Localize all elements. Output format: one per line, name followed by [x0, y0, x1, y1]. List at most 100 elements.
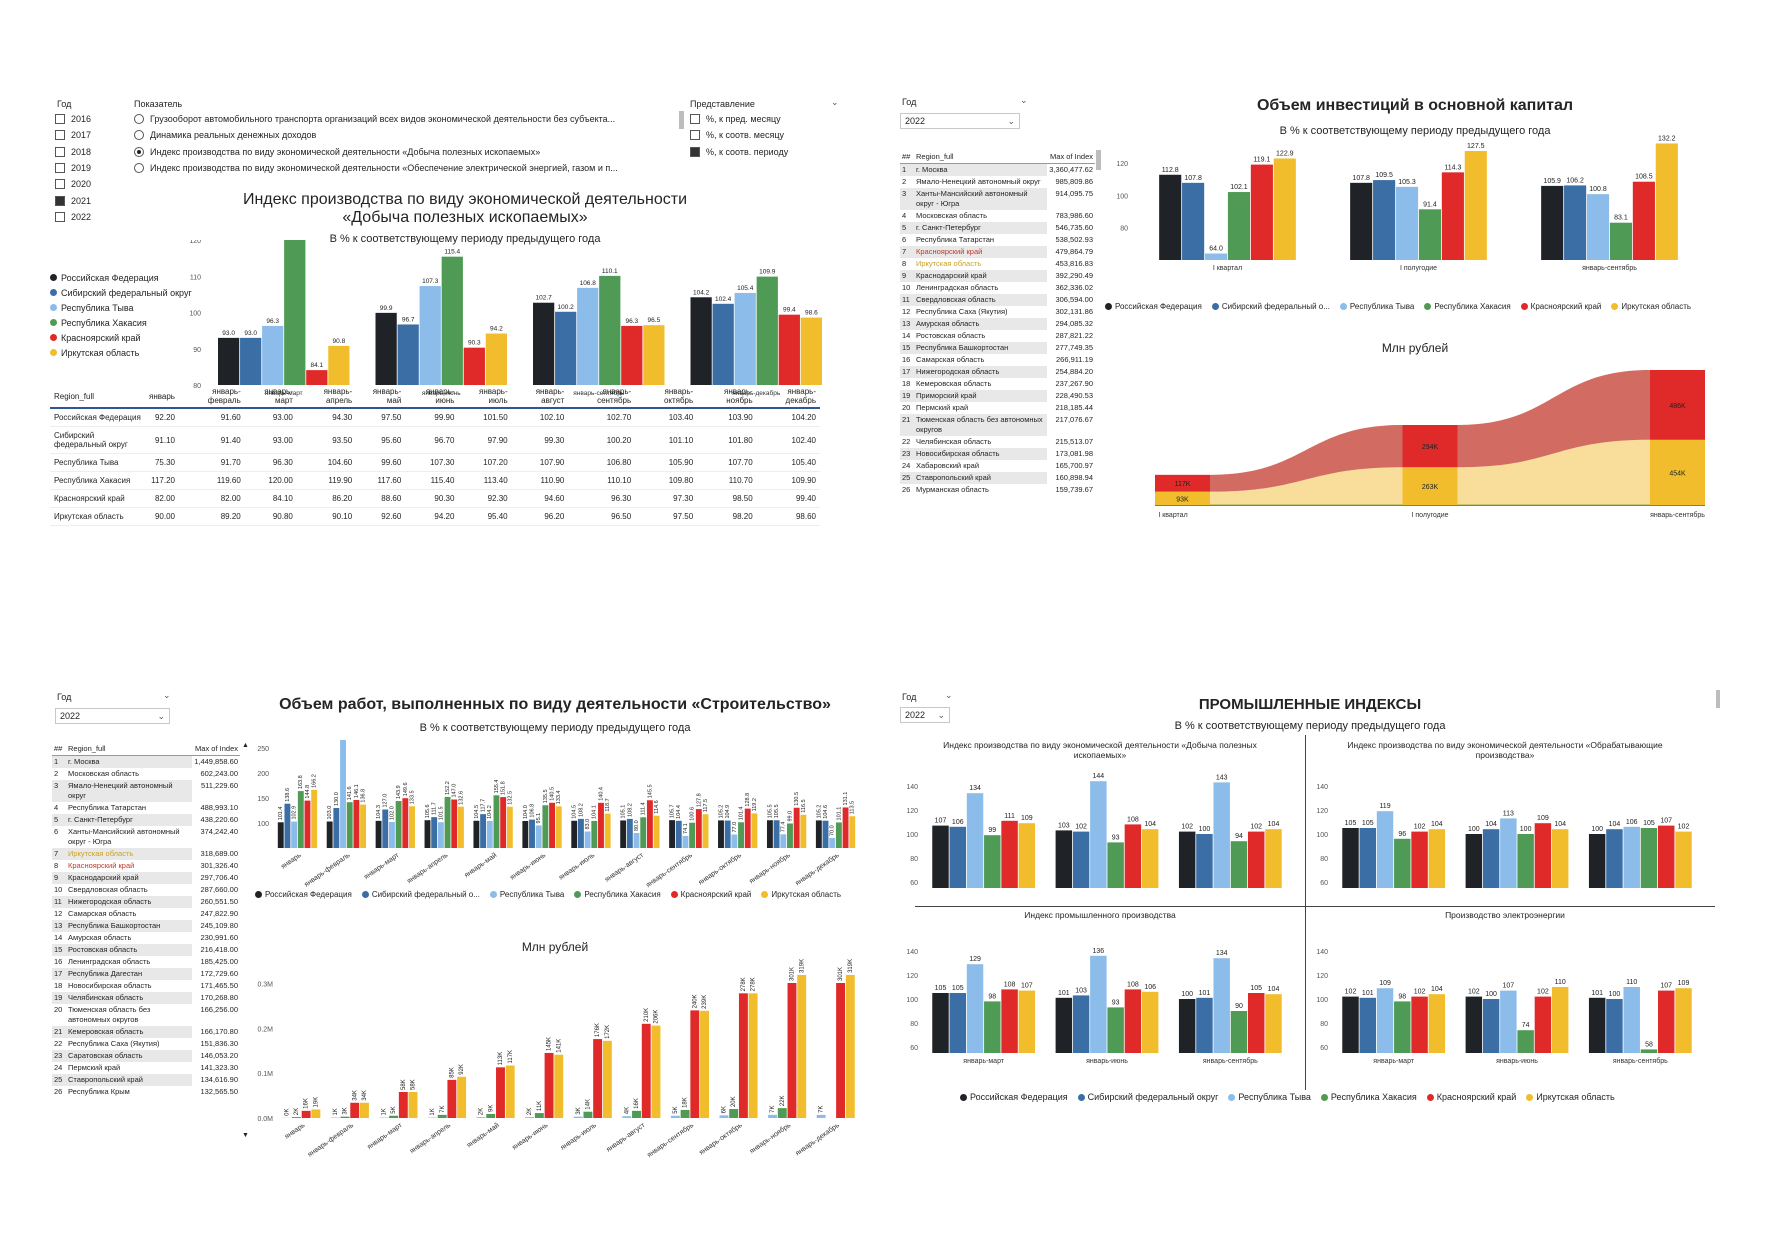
- checkbox-icon[interactable]: [690, 114, 700, 125]
- rank-row[interactable]: 18 Новосибирская область 171,465.50: [52, 980, 240, 992]
- rank-row[interactable]: 3 Ямало-Ненецкий автономный округ 511,229.…: [52, 780, 240, 802]
- rank-row[interactable]: 13 Республика Башкортостан 245,109.80: [52, 920, 240, 932]
- checkbox-icon[interactable]: [690, 130, 700, 141]
- legend-item[interactable]: Республика Хакасия: [50, 315, 192, 330]
- rank-row[interactable]: 5 г. Санкт-Петербург 438,220.60: [52, 814, 240, 826]
- year-option[interactable]: 2022: [55, 209, 91, 225]
- legend-item[interactable]: Российская Федерация: [1105, 302, 1202, 311]
- rank-row[interactable]: 1 г. Москва 1,449,858.60: [52, 755, 240, 768]
- rank-row[interactable]: 12 Республика Саха (Якутия) 302,131.86: [900, 306, 1095, 318]
- column-header[interactable]: январь-апрель: [296, 385, 357, 409]
- year-option[interactable]: 2019: [55, 160, 91, 176]
- legend-item[interactable]: Республика Хакасия: [1424, 302, 1511, 311]
- legend-item[interactable]: Красноярский край: [670, 890, 751, 899]
- rank-column-header[interactable]: Region_full: [66, 742, 193, 756]
- legend-item[interactable]: Республика Тыва: [1228, 1092, 1311, 1102]
- legend-item[interactable]: Красноярский край: [1426, 1092, 1516, 1102]
- checkbox-icon[interactable]: [55, 211, 65, 222]
- rank-row[interactable]: 7 Иркутская область 318,689.00: [52, 848, 240, 860]
- scrollbar[interactable]: [1716, 690, 1720, 708]
- column-header[interactable]: январь-июнь: [405, 385, 459, 409]
- view-option[interactable]: %, к соотв. периоду: [690, 144, 788, 160]
- rank-row[interactable]: 6 Республика Татарстан 538,502.93: [900, 234, 1095, 246]
- rank-row[interactable]: 16 Самарская область 266,911.19: [900, 354, 1095, 366]
- column-header[interactable]: январь-октябрь: [635, 385, 698, 409]
- rank-row[interactable]: 17 Республика Дагестан 172,729.60: [52, 968, 240, 980]
- year-dropdown[interactable]: 2022 ⌄: [55, 708, 170, 724]
- rank-column-header[interactable]: Region_full: [914, 150, 1048, 164]
- column-header[interactable]: январь-август: [511, 385, 569, 409]
- legend-item[interactable]: Иркутская область: [1526, 1092, 1615, 1102]
- rank-row[interactable]: 17 Нижегородская область 254,884.20: [900, 366, 1095, 378]
- indicator-scrollbar[interactable]: [679, 111, 684, 129]
- year-option[interactable]: 2018: [55, 144, 91, 160]
- rank-row[interactable]: 26 Республика Крым 132,565.50: [52, 1086, 240, 1098]
- radio-icon[interactable]: [134, 114, 144, 125]
- column-header[interactable]: январь-февраль: [178, 385, 245, 409]
- year-option[interactable]: 2016: [55, 111, 91, 127]
- rank-row[interactable]: 10 Свердловская область 287,660.00: [52, 884, 240, 896]
- indicator-option[interactable]: Индекс производства по виду экономическо…: [134, 144, 674, 160]
- rank-row[interactable]: 15 Ростовская область 216,418.00: [52, 944, 240, 956]
- legend-item[interactable]: Республика Тыва: [1339, 302, 1414, 311]
- view-option[interactable]: %, к соотв. месяцу: [690, 127, 788, 143]
- rank-row[interactable]: 22 Челябинская область 215,513.07: [900, 436, 1095, 448]
- view-option[interactable]: %, к пред. месяцу: [690, 111, 788, 127]
- rank-row[interactable]: 24 Хабаровский край 165,700.97: [900, 460, 1095, 472]
- rank-row[interactable]: 23 Новосибирская область 173,081.98: [900, 448, 1095, 460]
- year-chevron-down-icon[interactable]: ⌄: [945, 690, 953, 700]
- rank-row[interactable]: 19 Челябинская область 170,268.80: [52, 992, 240, 1004]
- legend-item[interactable]: Сибирский федеральный округ: [1077, 1092, 1218, 1102]
- rank-row[interactable]: 9 Краснодарский край 392,290.49: [900, 270, 1095, 282]
- rank-scrollbar-up-icon[interactable]: ▲: [242, 742, 249, 749]
- rank-row[interactable]: 16 Ленинградская область 185,425.00: [52, 956, 240, 968]
- legend-item[interactable]: Республика Хакасия: [1320, 1092, 1417, 1102]
- indicator-option[interactable]: Динамика реальных денежных доходов: [134, 127, 674, 143]
- rank-row[interactable]: 11 Нижегородская область 260,551.50: [52, 896, 240, 908]
- checkbox-icon[interactable]: [55, 163, 65, 174]
- rank-row[interactable]: 25 Ставропольский край 160,898.94: [900, 472, 1095, 484]
- year-option[interactable]: 2017: [55, 127, 91, 143]
- year-dropdown[interactable]: 2022 ⌄: [900, 113, 1020, 129]
- year-option[interactable]: 2020: [55, 176, 91, 192]
- legend-item[interactable]: Республика Тыва: [50, 300, 192, 315]
- year-option[interactable]: 2021: [55, 192, 91, 208]
- column-header[interactable]: январь-декабрь: [756, 385, 820, 409]
- rank-row[interactable]: 3 Ханты-Мансийский автономный округ - Югр…: [900, 188, 1095, 210]
- legend-item[interactable]: Красноярский край: [50, 330, 192, 345]
- rank-row[interactable]: 10 Ленинградская область 362,336.02: [900, 282, 1095, 294]
- rank-row[interactable]: 14 Амурская область 230,991.60: [52, 932, 240, 944]
- rank-column-header[interactable]: Max of Index: [1047, 150, 1095, 164]
- column-header[interactable]: январь-май: [356, 385, 406, 409]
- rank-row[interactable]: 1 г. Москва 3,360,477.62: [900, 163, 1095, 176]
- rank-column-header[interactable]: Max of Index: [192, 742, 240, 756]
- indicator-option[interactable]: Индекс производства по виду экономическо…: [134, 160, 674, 176]
- legend-item[interactable]: Иркутская область: [761, 890, 841, 899]
- rank-row[interactable]: 2 Ямало-Ненецкий автономный округ 985,809.…: [900, 176, 1095, 188]
- view-chevron-down-icon[interactable]: ⌄: [831, 97, 839, 107]
- radio-icon[interactable]: [134, 163, 144, 174]
- rank-row[interactable]: 7 Красноярский край 479,864.79: [900, 246, 1095, 258]
- rank-row[interactable]: 4 Московская область 783,986.60: [900, 210, 1095, 222]
- column-header[interactable]: январь-ноябрь: [697, 385, 757, 409]
- year-chevron-down-icon[interactable]: ⌄: [163, 690, 171, 700]
- rank-scrollbar[interactable]: [1096, 150, 1101, 170]
- radio-icon[interactable]: [134, 146, 144, 157]
- rank-row[interactable]: 25 Ставропольский край 134,616.90: [52, 1074, 240, 1086]
- checkbox-icon[interactable]: [55, 146, 65, 157]
- column-header[interactable]: январь: [145, 385, 179, 409]
- legend-item[interactable]: Иркутская область: [50, 345, 192, 360]
- checkbox-icon[interactable]: [55, 195, 65, 206]
- legend-item[interactable]: Красноярский край: [1520, 302, 1601, 311]
- rank-row[interactable]: 20 Тюменская область без автономных округ…: [52, 1004, 240, 1026]
- legend-item[interactable]: Российская Федерация: [960, 1092, 1068, 1102]
- rank-row[interactable]: 9 Краснодарский край 297,706.40: [52, 872, 240, 884]
- rank-row[interactable]: 4 Республика Татарстан 488,993.10: [52, 802, 240, 814]
- legend-item[interactable]: Российская Федерация: [255, 890, 352, 899]
- checkbox-icon[interactable]: [55, 179, 65, 190]
- rank-column-header[interactable]: ##: [52, 742, 66, 756]
- column-header[interactable]: январь-сентябрь: [568, 385, 636, 409]
- legend-item[interactable]: Республика Тыва: [489, 890, 564, 899]
- checkbox-icon[interactable]: [55, 130, 65, 141]
- year-chevron-down-icon[interactable]: ⌄: [1020, 95, 1028, 105]
